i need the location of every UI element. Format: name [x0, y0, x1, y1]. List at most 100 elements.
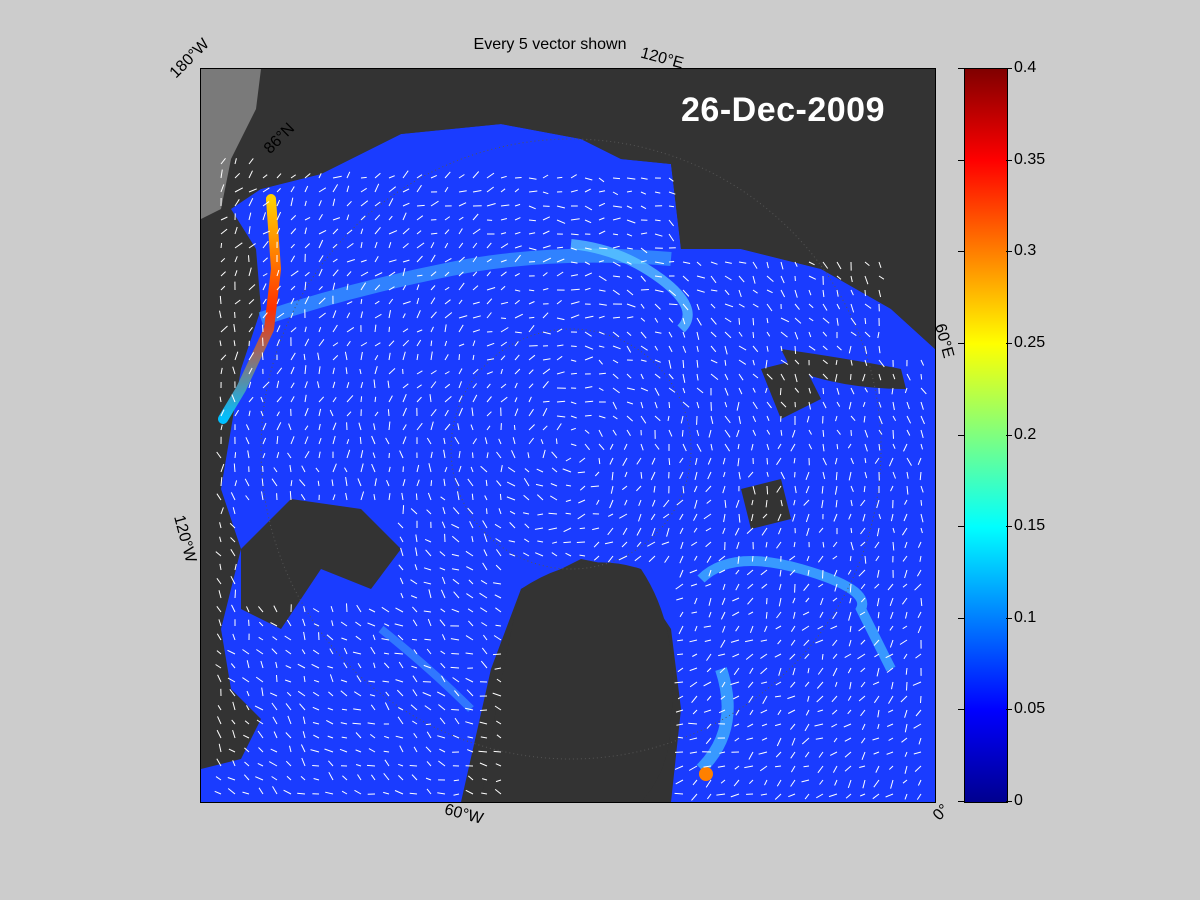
velocity-vector: [472, 368, 479, 375]
velocity-vector: [451, 608, 460, 613]
velocity-vector: [402, 424, 407, 431]
velocity-vector: [416, 422, 423, 431]
velocity-vector: [705, 583, 712, 587]
velocity-vector: [424, 638, 432, 641]
velocity-vector: [500, 259, 507, 263]
velocity-vector: [636, 527, 642, 536]
velocity-vector: [682, 303, 689, 311]
velocity-vector: [682, 401, 690, 408]
velocity-vector: [273, 731, 278, 739]
velocity-vector: [360, 311, 363, 319]
velocity-vector: [760, 569, 768, 576]
velocity-vector: [494, 789, 502, 795]
velocity-vector: [466, 593, 474, 599]
velocity-vector: [465, 635, 474, 641]
velocity-vector: [579, 485, 586, 491]
velocity-vector: [570, 218, 580, 221]
velocity-vector: [822, 429, 825, 437]
velocity-vector: [332, 355, 339, 361]
velocity-vector: [677, 695, 684, 700]
velocity-vector: [438, 704, 446, 711]
velocity-vector: [877, 569, 880, 578]
velocity-vector: [579, 527, 586, 530]
velocity-vector: [328, 691, 334, 697]
velocity-vector: [570, 427, 576, 431]
velocity-vector: [388, 466, 391, 473]
velocity-vector: [804, 723, 810, 732]
velocity-vector: [626, 345, 632, 353]
velocity-vector: [276, 269, 280, 277]
velocity-vector: [332, 397, 337, 403]
velocity-vector: [303, 353, 306, 361]
velocity-vector: [822, 569, 824, 579]
velocity-vector: [836, 261, 842, 270]
velocity-vector: [622, 457, 628, 467]
velocity-vector: [388, 215, 393, 221]
velocity-vector: [318, 200, 322, 207]
velocity-vector: [738, 345, 747, 351]
velocity-vector: [749, 709, 754, 716]
velocity-vector: [584, 414, 592, 417]
velocity-vector: [668, 331, 673, 338]
velocity-vector: [304, 185, 309, 193]
velocity-vector: [692, 779, 698, 786]
velocity-vector: [892, 471, 896, 479]
velocity-vector: [527, 452, 530, 459]
colorbar-tick: [1006, 801, 1012, 802]
velocity-vector: [818, 583, 824, 588]
velocity-vector: [878, 401, 882, 408]
velocity-vector: [759, 765, 768, 772]
velocity-vector: [612, 205, 622, 208]
velocity-vector: [247, 450, 250, 459]
velocity-vector: [458, 228, 463, 235]
velocity-vector: [640, 415, 647, 424]
velocity-vector: [509, 522, 516, 529]
velocity-vector: [346, 229, 353, 235]
velocity-vector: [486, 172, 495, 179]
velocity-vector: [834, 485, 838, 495]
velocity-vector: [612, 289, 620, 296]
velocity-vector: [311, 663, 320, 669]
velocity-vector: [262, 201, 270, 207]
velocity-vector: [444, 396, 452, 403]
velocity-vector: [484, 437, 488, 445]
velocity-vector: [612, 233, 619, 236]
velocity-vector: [272, 786, 278, 795]
velocity-vector: [694, 555, 698, 561]
velocity-vector: [779, 569, 782, 577]
velocity-vector: [844, 737, 852, 742]
velocity-vector: [304, 295, 310, 305]
velocity-vector: [479, 592, 488, 599]
velocity-vector: [708, 611, 712, 618]
velocity-vector: [710, 331, 717, 338]
velocity-vector: [398, 775, 404, 781]
velocity-vector: [886, 667, 894, 673]
velocity-vector: [720, 611, 726, 620]
velocity-vector: [248, 243, 256, 249]
velocity-vector: [430, 370, 437, 375]
velocity-vector: [888, 765, 894, 770]
velocity-vector: [780, 317, 790, 323]
velocity-vector: [737, 555, 740, 564]
velocity-vector: [458, 271, 464, 277]
velocity-vector: [791, 429, 796, 438]
velocity-vector: [425, 723, 432, 726]
velocity-vector: [570, 189, 578, 193]
velocity-vector: [878, 275, 885, 280]
velocity-vector: [458, 407, 463, 417]
velocity-vector: [528, 205, 536, 210]
velocity-vector: [598, 331, 605, 335]
velocity-vector: [703, 709, 712, 713]
velocity-vector: [260, 410, 264, 417]
velocity-vector: [790, 681, 796, 688]
velocity-vector: [492, 653, 502, 656]
velocity-vector: [691, 695, 698, 704]
velocity-vector: [716, 793, 726, 796]
velocity-vector: [514, 313, 524, 319]
velocity-vector: [682, 443, 687, 452]
velocity-vector: [443, 449, 446, 459]
velocity-vector: [780, 429, 783, 436]
velocity-vector: [276, 339, 281, 347]
velocity-vector: [410, 579, 418, 585]
velocity-vector: [486, 312, 492, 319]
